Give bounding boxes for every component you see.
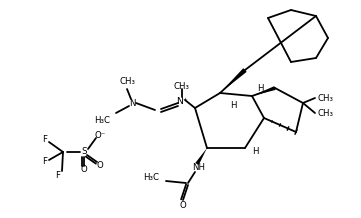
Text: CH₃: CH₃ [317, 94, 333, 102]
Text: S: S [81, 148, 87, 157]
Text: O⁻: O⁻ [94, 131, 106, 140]
Text: CH₃: CH₃ [119, 77, 135, 86]
Text: N⁺: N⁺ [176, 97, 188, 106]
Text: NH: NH [192, 164, 205, 172]
Text: O: O [81, 165, 87, 174]
Text: F: F [43, 136, 48, 145]
Text: O: O [180, 201, 186, 209]
Polygon shape [220, 68, 247, 93]
Text: H₃C: H₃C [143, 174, 159, 182]
Text: H: H [257, 83, 263, 92]
Polygon shape [195, 148, 207, 165]
Text: H₃C: H₃C [94, 116, 110, 125]
Text: N: N [129, 99, 135, 107]
Text: O: O [97, 160, 103, 170]
Text: CH₃: CH₃ [174, 82, 190, 90]
Text: CH₃: CH₃ [317, 109, 333, 118]
Text: F: F [56, 170, 61, 179]
Polygon shape [252, 86, 276, 96]
Text: H: H [230, 100, 236, 109]
Text: F: F [43, 157, 48, 167]
Text: H: H [252, 146, 258, 155]
